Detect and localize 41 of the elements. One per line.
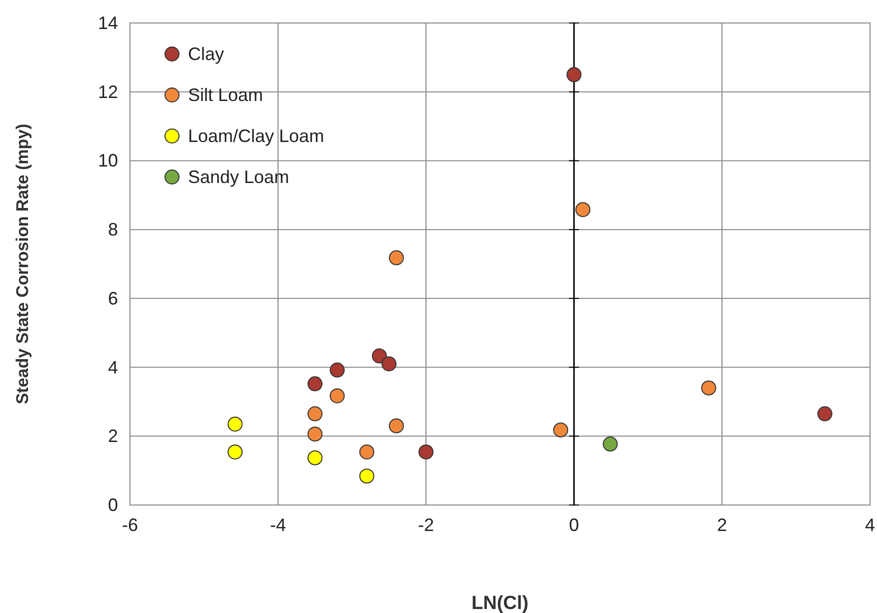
x-tick-label: -6	[122, 515, 138, 535]
y-tick-label: 14	[98, 13, 118, 33]
x-tick-label: 2	[716, 515, 728, 535]
y-tick-label: 0	[108, 495, 118, 515]
point	[553, 422, 568, 438]
point	[228, 416, 243, 432]
x-tick-label: -2	[418, 515, 434, 535]
point	[418, 444, 434, 460]
point	[330, 388, 345, 404]
point	[566, 67, 582, 82]
point	[701, 380, 716, 396]
x-tick-label: -4	[270, 515, 286, 535]
point	[330, 362, 345, 378]
y-tick-label: 8	[108, 220, 118, 240]
legend-label: Silt Loam	[188, 85, 264, 105]
point	[575, 202, 590, 218]
legend-label: Clay	[188, 44, 224, 64]
point	[228, 444, 243, 460]
point	[308, 406, 322, 422]
point	[372, 348, 387, 364]
point	[382, 356, 396, 372]
y-tick-label: 4	[108, 357, 118, 378]
point	[308, 426, 322, 442]
y-tick-label: 6	[108, 288, 118, 308]
x-axis-title: LN(Cl)	[472, 593, 528, 613]
point	[388, 418, 404, 434]
point	[359, 468, 374, 484]
y-tick-label: 10	[98, 150, 118, 171]
point	[817, 406, 832, 422]
x-tick-label: 0	[568, 515, 580, 535]
legend-label: Sandy Loam	[188, 167, 290, 187]
x-tick-label: 4	[864, 515, 876, 535]
point	[308, 450, 322, 466]
point	[359, 444, 374, 460]
y-axis-title: Steady State Corrosion Rate (mpy)	[13, 124, 32, 404]
point	[602, 436, 618, 452]
legend-label: Loam/Clay Loam	[188, 126, 324, 146]
point	[388, 250, 404, 266]
y-tick-label: 12	[98, 82, 118, 102]
point	[308, 376, 322, 392]
y-tick-label: 2	[108, 426, 118, 446]
